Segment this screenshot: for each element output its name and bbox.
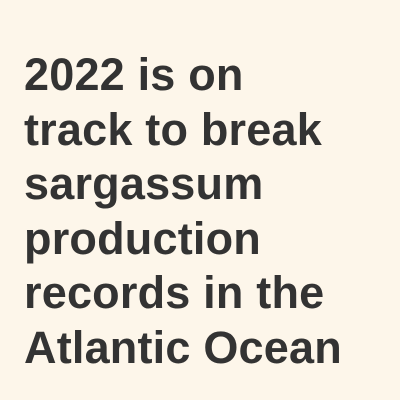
headline-line: track to break	[24, 103, 322, 155]
headline-line: Atlantic Ocean	[24, 321, 342, 373]
headline-line: records in the	[24, 267, 325, 318]
headline-line: 2022 is on	[24, 49, 244, 100]
headline-line: sargassum	[24, 158, 264, 209]
headline-line: production	[24, 212, 261, 264]
headline: 2022 is on track to break sargassum prod…	[24, 48, 380, 375]
